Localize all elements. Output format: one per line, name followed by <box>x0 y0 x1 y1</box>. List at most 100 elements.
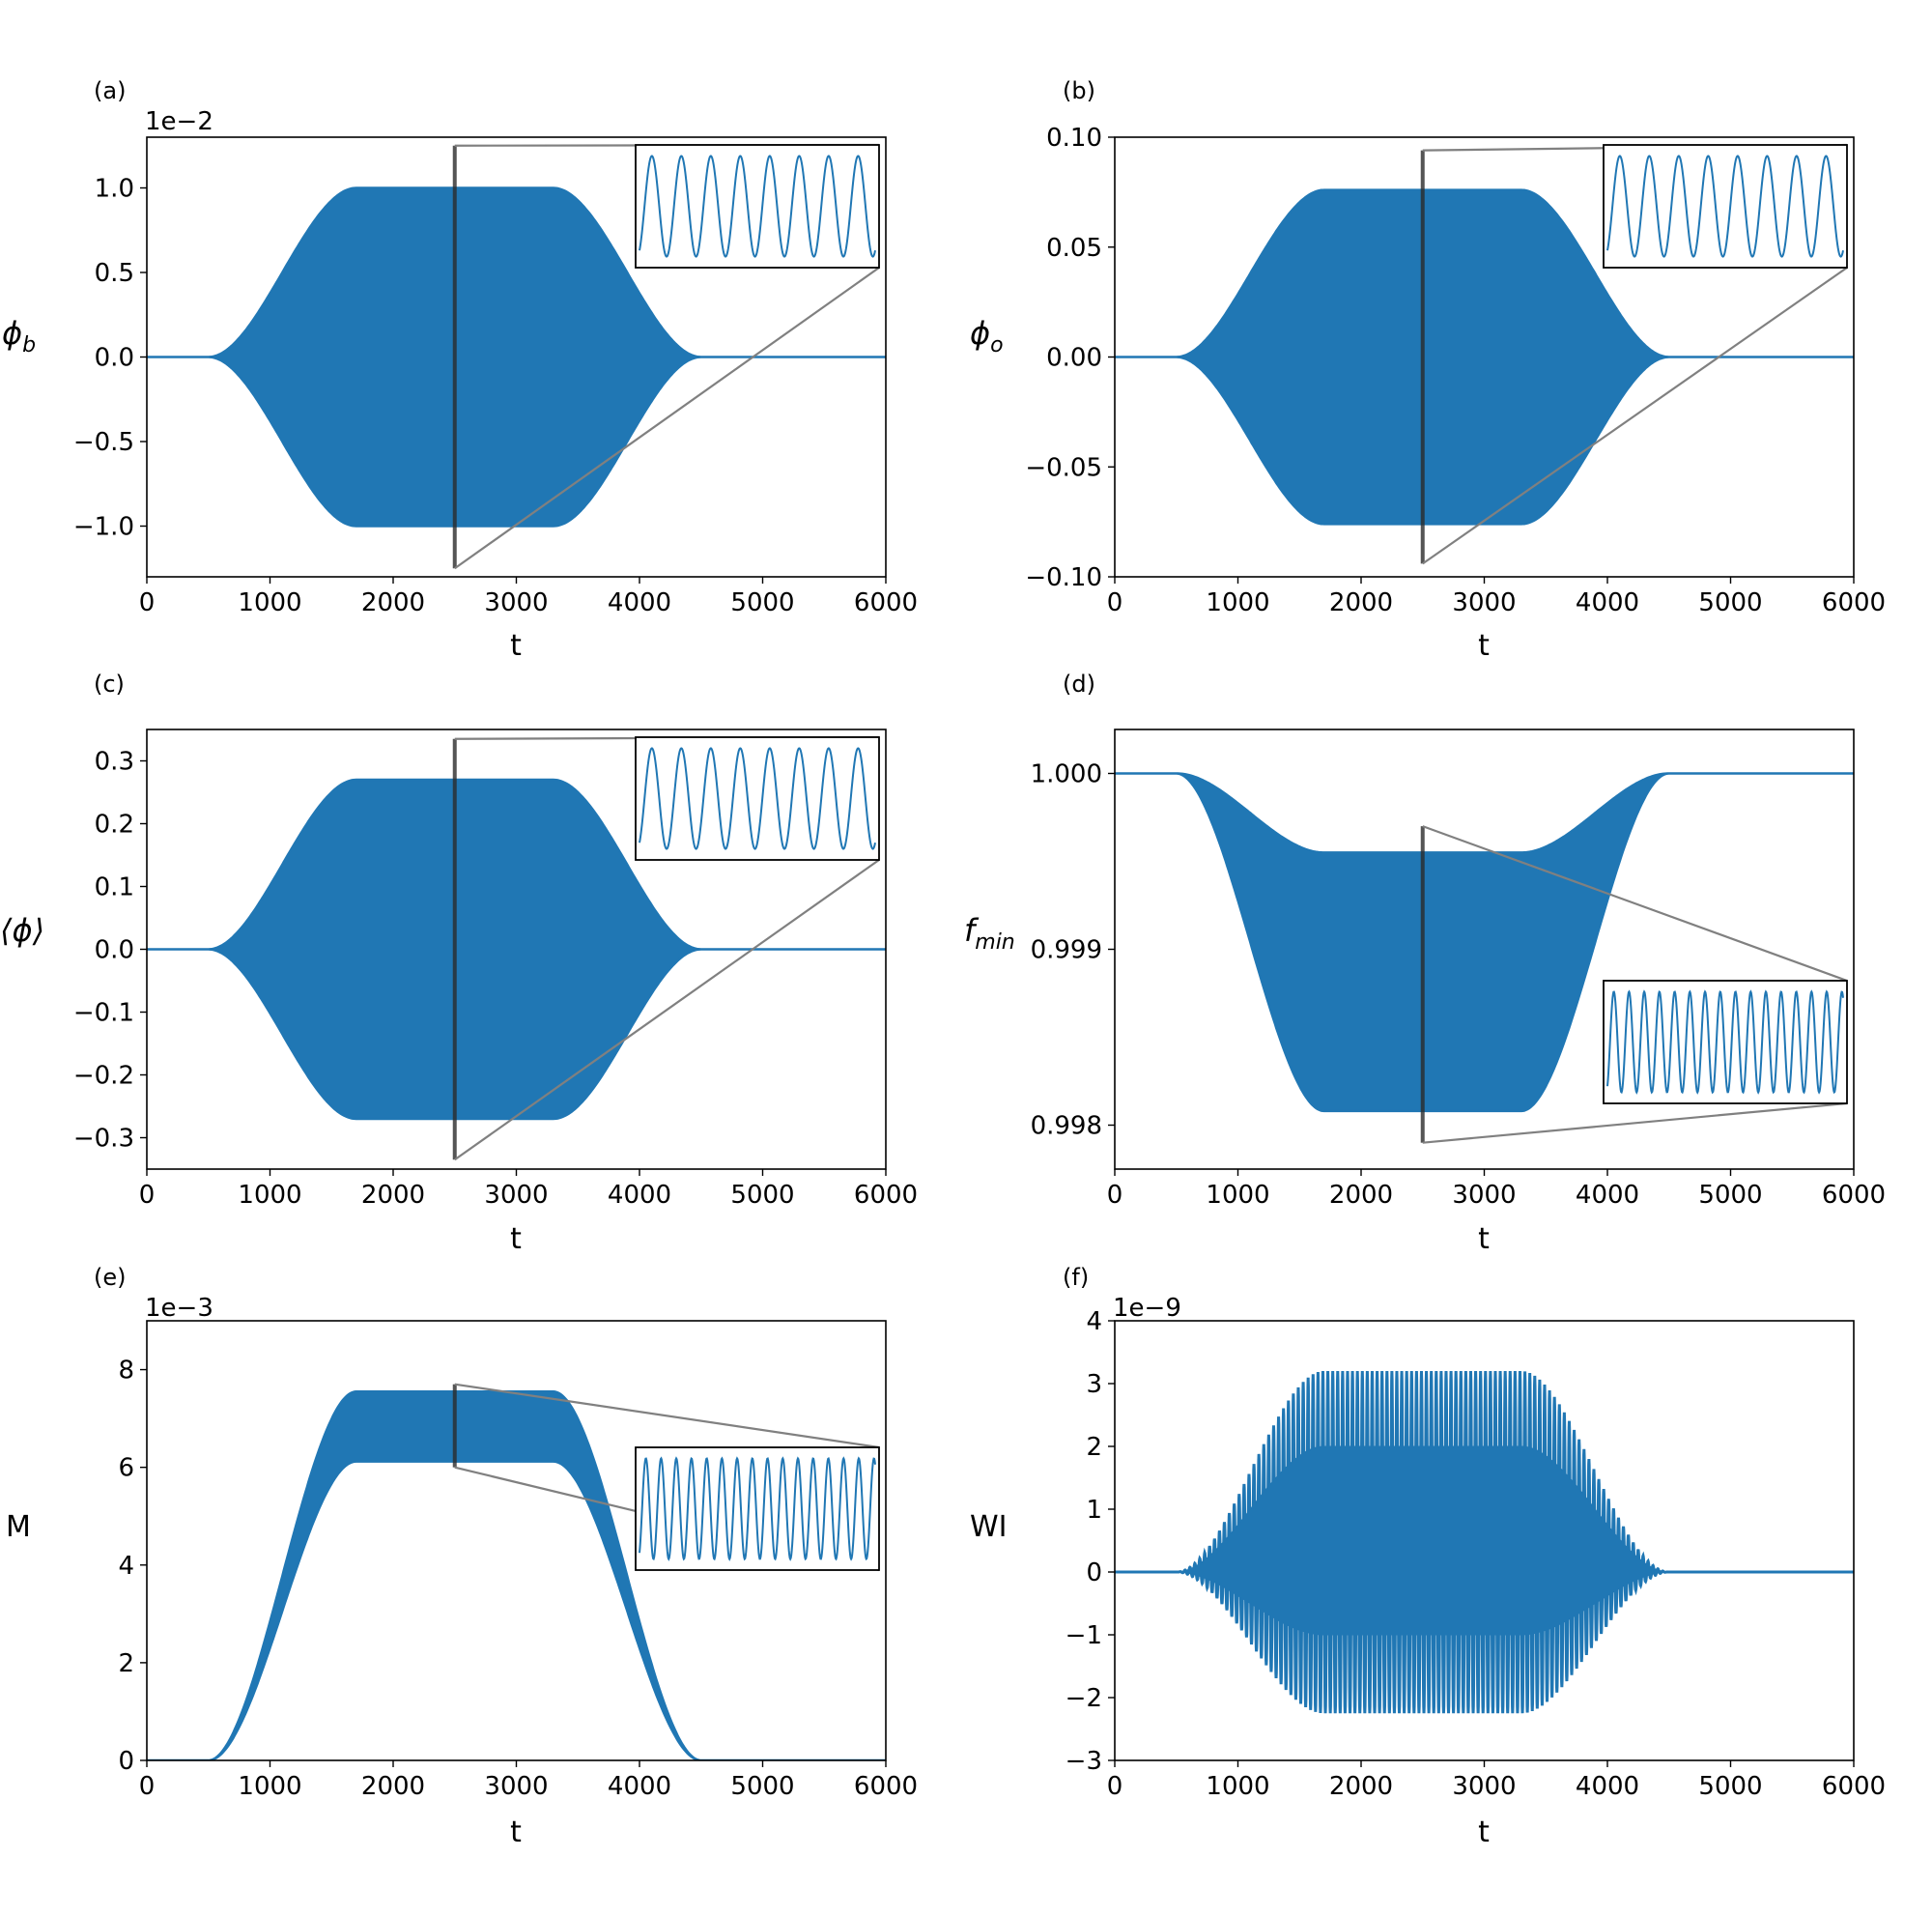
panel-d-series <box>1115 772 1854 1113</box>
panel-f-dense-band <box>1115 1445 1854 1636</box>
panel-d-inset <box>1603 980 1848 1104</box>
panel-a-ylabel: ϕb <box>2 315 36 357</box>
panel-f-ylabel: WI <box>970 1510 1008 1544</box>
panel-f-xtick-label: 1000 <box>1206 1772 1269 1801</box>
panel-a-xtick-label: 6000 <box>854 588 918 617</box>
panel-e-xtick-label: 4000 <box>608 1772 671 1801</box>
panel-b-label: (b) <box>1063 77 1095 104</box>
panel-c-xtick-label: 3000 <box>484 1181 548 1210</box>
panel-f-ytick-label: 2 <box>1086 1433 1102 1462</box>
panel-c-xtick-label: 5000 <box>730 1181 794 1210</box>
panel-b-zoom-marker <box>1420 150 1425 564</box>
panel-c-inset <box>635 736 880 861</box>
panel-f-xtick-label: 4000 <box>1576 1772 1639 1801</box>
panel-b-envelope-area <box>1115 188 1854 526</box>
panel-e-zoom-connector-top <box>454 1383 880 1449</box>
panel-b-series <box>1115 188 1854 526</box>
panel-f-series <box>1115 1370 1854 1714</box>
panel-f-ytick-label: 0 <box>1086 1558 1102 1587</box>
panel-f-ytick-label: −1 <box>1065 1621 1102 1650</box>
panel-b-ylabel-symbol: ϕ <box>970 315 990 352</box>
panel-d-ytick-label: 1.000 <box>1031 760 1102 789</box>
panel-d-xlabel: t <box>1478 1222 1490 1256</box>
panel-a-plot: 0 1000 2000 3000 4000 5000 6000 −1.0 −0.5 0.0 0.5 1… <box>73 136 918 617</box>
panel-a-offset-text: 1e−2 <box>145 107 213 136</box>
panel-b-xtick-label: 3000 <box>1452 588 1516 617</box>
panel-e-xtick-label: 1000 <box>238 1772 301 1801</box>
panel-a-envelope-area <box>147 186 886 528</box>
panel-c-zoom-marker <box>452 738 457 1160</box>
svg-text:WI: WI <box>970 1510 1008 1544</box>
panel-b: (b) ϕo t <box>970 77 1490 663</box>
panel-a-zoom-marker <box>452 145 457 569</box>
panel-f: (f) 1e−9 WI t <box>970 1264 1490 1849</box>
panel-f-offset-text: 1e−9 <box>1113 1294 1181 1323</box>
panel-c-xtick-label: 1000 <box>238 1181 301 1210</box>
panel-e-xtick-label: 5000 <box>730 1772 794 1801</box>
panel-c-xlabel: t <box>510 1222 522 1256</box>
panel-f-xtick-label: 3000 <box>1452 1772 1516 1801</box>
panel-c-label: (c) <box>94 671 125 698</box>
panel-d-inset-frame <box>1603 980 1848 1104</box>
panel-c-ytick-label: 0.0 <box>95 936 134 965</box>
panel-e-ytick-label: 4 <box>118 1552 134 1581</box>
panel-a-ylabel-sub: b <box>22 333 36 357</box>
panel-b-xtick-label: 2000 <box>1329 588 1393 617</box>
panel-b-ytick-label: 0.10 <box>1046 124 1102 153</box>
panel-d-ytick-label: 0.999 <box>1031 936 1102 965</box>
panel-c-ylabel: ⟨ϕ⟩ <box>0 912 44 949</box>
panel-b-xtick-label: 5000 <box>1698 588 1762 617</box>
panel-e-xtick-label: 3000 <box>484 1772 548 1801</box>
panel-f-ytick-label: 1 <box>1086 1496 1102 1525</box>
panel-a-xtick-label: 3000 <box>484 588 548 617</box>
svg-text:ϕo: ϕo <box>970 315 1004 357</box>
panel-d-label: (d) <box>1063 671 1095 698</box>
panel-e-plot: 0 1000 2000 3000 4000 5000 6000 0 2 4 6 8 <box>118 1320 918 1801</box>
panel-c-xtick-label: 2000 <box>361 1181 425 1210</box>
panel-a-xlabel: t <box>510 629 522 663</box>
panel-a-series <box>147 186 886 528</box>
panel-a-xtick-label: 5000 <box>730 588 794 617</box>
panel-b-ytick-label: −0.05 <box>1025 453 1102 482</box>
panel-a-inset <box>635 144 880 269</box>
panel-b-inset-wave <box>1606 155 1844 258</box>
panel-a-xtick-label: 2000 <box>361 588 425 617</box>
panel-b-xlabel: t <box>1478 629 1490 663</box>
panel-e-ytick-label: 0 <box>118 1747 134 1776</box>
panel-e-zoom-marker <box>452 1384 457 1468</box>
panel-c-ytick-label: −0.1 <box>73 999 134 1028</box>
panel-a-xtick-label: 1000 <box>238 588 301 617</box>
panel-d-xtick-label: 2000 <box>1329 1181 1393 1210</box>
panel-e-xtick-label: 2000 <box>361 1772 425 1801</box>
panel-c-zoom-connector-bottom <box>454 859 880 1161</box>
panel-c-ytick-label: 0.1 <box>95 873 134 902</box>
panel-a-ytick-label: 1.0 <box>95 175 134 204</box>
panel-a-ytick-label: 0.0 <box>95 344 134 373</box>
panel-b-xtick-label: 4000 <box>1576 588 1639 617</box>
panel-e-series <box>147 1390 886 1760</box>
panel-b-ytick-label: 0.00 <box>1046 344 1102 373</box>
panel-e-inset-wave <box>639 1456 876 1561</box>
panel-f-label: (f) <box>1063 1264 1089 1291</box>
panel-c-ylabel-symbol: ⟨ϕ⟩ <box>0 912 44 949</box>
panel-e-inset-frame <box>635 1446 880 1571</box>
panel-d-xtick-label: 0 <box>1107 1181 1123 1210</box>
panel-e: (e) 1e−3 M t <box>6 1264 522 1849</box>
panel-e-ytick-label: 8 <box>118 1357 134 1386</box>
panel-b-ylabel: ϕo <box>970 315 1004 357</box>
panel-a-ylabel-symbol: ϕ <box>2 315 22 352</box>
panel-b-xtick-label: 6000 <box>1822 588 1886 617</box>
panel-b-ytick-label: 0.05 <box>1046 234 1102 263</box>
panel-f-xtick-label: 2000 <box>1329 1772 1393 1801</box>
panel-c-ytick-label: 0.2 <box>95 811 134 840</box>
panel-c-plot: 0 1000 2000 3000 4000 5000 6000 −0.3 −0.2 −0.1 0.0… <box>73 729 918 1210</box>
panel-f-ytick-label: −3 <box>1065 1747 1102 1776</box>
panel-f-plot: 0 1000 2000 3000 4000 5000 6000 −3 −2 −1 0 1 2 3 4 <box>1065 1307 1886 1801</box>
panel-c-ytick-label: −0.3 <box>73 1125 134 1154</box>
panel-f-ytick-label: 4 <box>1086 1307 1102 1336</box>
panel-a: (a) 1e−2 ϕb t <box>2 77 522 663</box>
panel-c-envelope-area <box>147 778 886 1121</box>
panel-d-zoom-connector-top <box>1422 825 1848 983</box>
panel-d-xtick-label: 1000 <box>1206 1181 1269 1210</box>
